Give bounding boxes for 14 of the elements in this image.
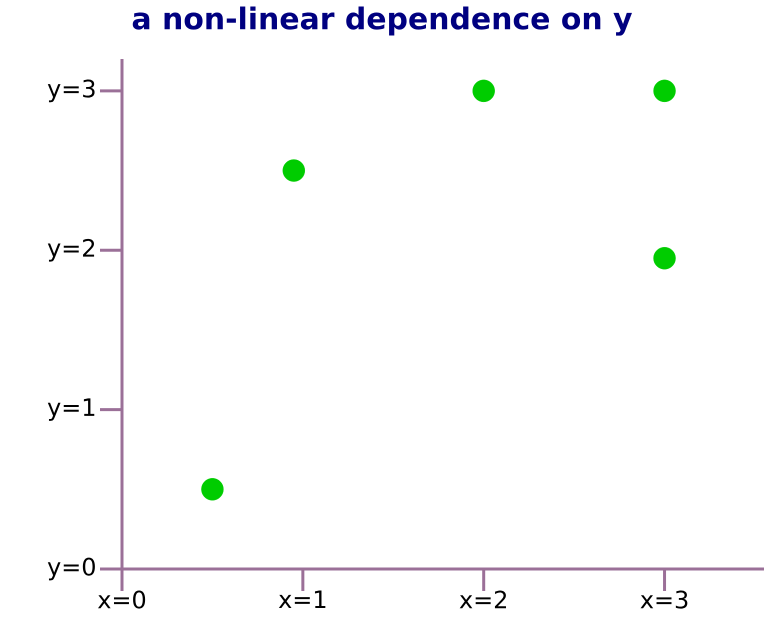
point	[472, 80, 495, 102]
y-tick-label: y=3	[48, 80, 95, 102]
point	[653, 80, 676, 102]
point	[201, 478, 224, 501]
point	[282, 159, 306, 182]
point	[653, 247, 676, 270]
x-tick-label: x=1	[278, 590, 326, 608]
x-tick-label: x=3	[640, 590, 688, 609]
chart-title: a non-linear dependence on y	[132, 6, 632, 36]
x-tick-label: x=0	[98, 590, 146, 609]
y-tick-label: y=0	[48, 558, 95, 580]
y-tick-label: y=1	[48, 398, 94, 421]
y-tick-label: y=2	[48, 238, 94, 262]
x-tick-label: x=2	[460, 590, 506, 608]
